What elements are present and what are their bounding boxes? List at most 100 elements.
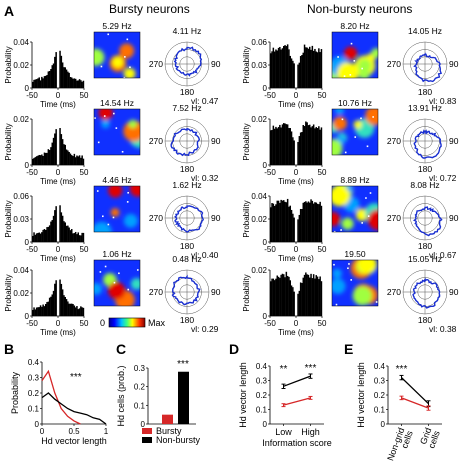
rate-map-blobs <box>332 186 378 231</box>
polar-tuning-curve <box>174 205 204 233</box>
rate-map-blob <box>94 48 105 66</box>
polar-label-270: 270 <box>387 59 401 69</box>
histogram-bar <box>273 205 276 242</box>
rate-map-blob <box>337 62 359 78</box>
histogram-bar <box>39 80 42 88</box>
histogram-xtick-label: -50 <box>26 319 38 328</box>
histogram-bar <box>311 126 314 165</box>
rate-map-unvisited-bin <box>129 66 131 69</box>
histogram-bar <box>319 52 321 88</box>
axes: 0 0.1 0.2 0.3 0.4 Hd vector length <box>238 362 324 429</box>
rate-map: 19.50 <box>331 249 379 307</box>
rate-map-unvisited-bin <box>349 74 352 76</box>
x-tick-label: 1 <box>104 427 109 436</box>
histogram-bar <box>318 48 320 88</box>
polar-peak-label: 13.91 Hz <box>408 103 442 113</box>
histogram-bar <box>271 129 273 165</box>
rate-map-peak-label: 8.20 Hz <box>340 21 369 31</box>
rate-map-blobs <box>94 186 140 232</box>
rate-map-unvisited-bin <box>107 223 110 226</box>
y-tick-label: 0.3 <box>256 377 268 386</box>
rate-map-unvisited-bin <box>360 117 362 120</box>
y-tick-label: 0 <box>141 420 146 429</box>
histogram-bar <box>73 78 76 88</box>
histogram-bar <box>293 291 295 316</box>
histogram-xtick-label: 50 <box>318 168 327 177</box>
histogram-bar <box>61 62 64 88</box>
histogram-bar <box>280 49 282 88</box>
histogram-bar <box>298 136 301 165</box>
rate-map-blob <box>129 186 140 197</box>
histogram-bar <box>47 301 50 316</box>
histogram-bar <box>271 51 273 88</box>
histogram-bar <box>51 142 53 165</box>
histogram-bar <box>299 282 302 316</box>
rate-map-unvisited-bin <box>100 65 103 68</box>
rate-map-blob <box>371 48 378 58</box>
histogram-bar <box>290 209 293 242</box>
rate-map-unvisited-bin <box>341 118 344 121</box>
histogram-bar <box>55 280 57 316</box>
histogram-bar <box>35 79 38 88</box>
colorbar-min-label: 0 <box>100 318 105 328</box>
rate-map-unvisited-bin <box>99 271 102 273</box>
rate-map-unvisited-bin <box>361 222 363 224</box>
histogram-bar <box>277 47 280 88</box>
histogram-bar <box>55 206 57 242</box>
rate-map: 10.76 Hz <box>331 98 379 156</box>
histogram-ylabel: Probability <box>4 46 13 83</box>
histogram-bar <box>42 229 44 242</box>
histogram-bar <box>64 144 66 165</box>
rate-map-blob <box>98 109 113 121</box>
rate-map-unvisited-bin <box>335 303 338 306</box>
histogram-bar <box>299 56 302 88</box>
rate-map-unvisited-bin <box>366 145 369 148</box>
histogram-bar <box>74 78 77 88</box>
histogram-bar <box>320 281 323 316</box>
histogram-bar <box>39 305 42 316</box>
histogram-bar <box>77 156 79 165</box>
rate-map-unvisited-bin <box>126 201 129 203</box>
polar-label-270: 270 <box>387 136 401 146</box>
rate-map: 8.89 Hz <box>331 175 379 233</box>
histogram-bar <box>276 128 278 165</box>
polar-tuning-curve <box>171 274 201 306</box>
histogram-bar <box>81 232 83 242</box>
histogram-bar <box>37 155 39 165</box>
histogram-bar <box>319 201 321 242</box>
histogram-bar <box>61 139 64 165</box>
histogram-bar <box>271 278 273 316</box>
histogram-bar <box>77 80 79 88</box>
histogram-bar <box>39 233 42 242</box>
histogram-ylabel: Probability <box>4 200 13 237</box>
histogram-bar <box>33 157 35 165</box>
histogram-bar <box>314 202 316 242</box>
histogram-bar <box>298 62 301 88</box>
histogram-bar <box>285 271 288 316</box>
rate-map-blob <box>332 278 346 295</box>
rate-map-unvisited-bin <box>361 67 363 70</box>
histogram-bar <box>81 307 83 316</box>
polar-tuning-curve <box>413 52 443 83</box>
rate-map-border <box>331 31 379 79</box>
histogram-bar <box>286 275 289 316</box>
histogram-bar <box>32 81 34 88</box>
histogram-xtick-label: 0 <box>56 91 61 100</box>
histogram-xtick-label: -50 <box>26 91 38 100</box>
y-tick-label: 0.4 <box>256 362 268 371</box>
histogram-bar <box>81 81 83 88</box>
histogram-bar <box>52 63 55 88</box>
histogram-bar <box>311 45 314 88</box>
histogram-bar <box>306 122 308 165</box>
histogram-bar <box>312 124 315 165</box>
histogram-bar <box>315 275 317 316</box>
polar-label-90: 90 <box>211 213 221 223</box>
histogram-bar <box>71 155 73 165</box>
legend-label: Bursty <box>156 426 182 436</box>
histogram-bar <box>319 276 321 316</box>
